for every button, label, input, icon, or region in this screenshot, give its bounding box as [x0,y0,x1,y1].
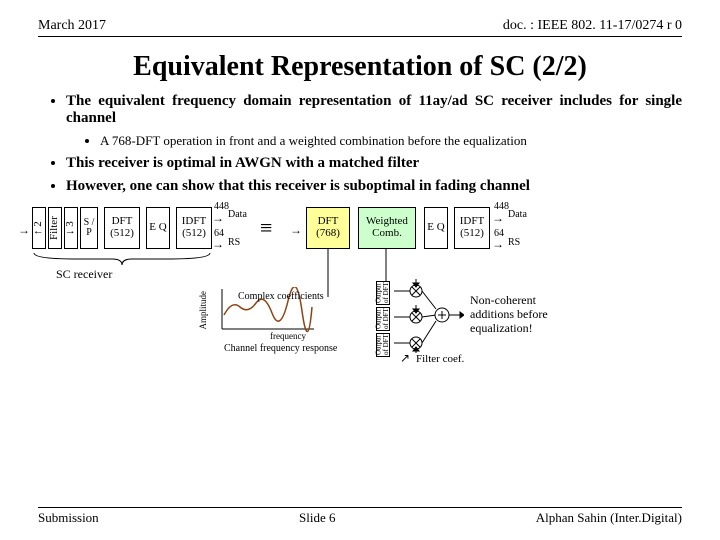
arr-rs-1: → [212,237,224,252]
date-text: March 2017 [38,18,106,34]
arr-data-1: → [212,211,224,226]
diagram-stage: → ↑ 2 Filter ↓ 3 S / P DFT (512) E Q IDF… [38,201,682,431]
idft-512-2: IDFT (512) [454,207,490,249]
page-title: Equivalent Representation of SC (2/2) [38,51,682,83]
arrow-in-left: → [18,223,30,238]
footer-left: Submission [38,510,99,526]
idft-512-1: IDFT (512) [176,207,212,249]
amp-label: Amplitude [198,291,208,330]
bullet-3: However, one can show that this receiver… [66,178,682,195]
serial-parallel: S / P [80,207,98,249]
bullet-2: This receiver is optimal in AWGN with a … [66,155,682,172]
arrow-in-right: → [290,223,302,238]
freq-label: frequency [270,331,306,341]
arr-rs-2: → [492,237,504,252]
cfr-label: Channel frequency response [224,343,337,354]
lbl-rs-1: RS [228,237,240,248]
equiv-symbol: ≡ [260,215,272,241]
filter-block: Filter [48,207,62,249]
eq-2: E Q [424,207,448,249]
odft-3: Output of DFT [376,333,390,357]
odft-1: Output of DFT [376,281,390,305]
upsample-2: ↑ 2 [32,207,46,249]
lbl-data-1: Data [228,209,247,220]
weighted-comb: Weighted Comb. [358,207,416,249]
arr-data-2: → [492,211,504,226]
nc-line1: Non-coherent [470,293,536,308]
arr-fcoef: ↗ [400,351,410,366]
doc-id: doc. : IEEE 802. 11-17/0274 r 0 [503,18,682,34]
brace-sc [32,251,212,267]
footer-right: Alphan Sahin (Inter.Digital) [536,510,682,526]
dft-768: DFT (768) [306,207,350,249]
bullet-1a: A 768-DFT operation in front and a weigh… [100,133,682,149]
nc-line2: additions before [470,307,548,322]
lbl-rs-2: RS [508,237,520,248]
downsample-3: ↓ 3 [64,207,78,249]
sc-receiver-label: SC receiver [56,267,112,282]
lbl-data-2: Data [508,209,527,220]
odft-2: Output of DFT [376,307,390,331]
eq-1: E Q [146,207,170,249]
footer-center: Slide 6 [299,510,335,526]
bullet-1: The equivalent frequency domain represen… [66,93,682,127]
nc-line3: equalization! [470,321,533,336]
fcoef-label: Filter coef. [416,353,464,365]
dft-512: DFT (512) [104,207,140,249]
